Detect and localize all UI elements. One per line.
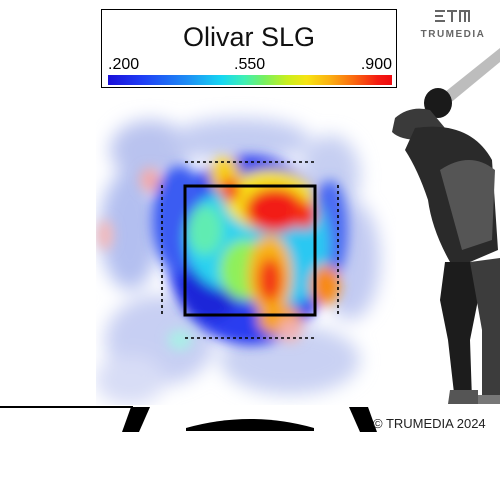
brand: TRUMEDIA: [418, 9, 488, 40]
heatmap-core-blobs: [97, 155, 348, 350]
legend: Olivar SLG .200 .550 .900: [101, 9, 397, 88]
heat-blob: [97, 220, 113, 250]
legend-tick-max: .900: [360, 56, 392, 73]
heat-blob: [168, 330, 192, 350]
copyright: © TRUMEDIA 2024: [373, 416, 486, 431]
home-plate-area: [0, 406, 377, 432]
heat-blob: [187, 205, 223, 255]
brand-name: TRUMEDIA: [420, 29, 486, 40]
heat-blob: [96, 355, 165, 405]
heat-blob: [220, 178, 240, 202]
chart-title: Olivar SLG: [182, 22, 316, 52]
heat-blob: [258, 258, 282, 302]
heat-blob: [245, 188, 305, 232]
heat-blob: [293, 201, 317, 229]
legend-tick-min: .200: [108, 56, 140, 73]
trumedia-logo: [435, 10, 470, 22]
heat-blob: [278, 318, 302, 342]
shadow-zone: [161, 161, 339, 339]
legend-colorbar: [108, 75, 392, 85]
legend-tick-mid: .550: [234, 56, 266, 73]
heat-blob: [310, 265, 340, 305]
batter-silhouette: [392, 48, 500, 404]
strike-zone: [183, 184, 317, 317]
heat-blob: [170, 118, 310, 162]
heatmap-layer: [96, 118, 380, 405]
heat-blob: [110, 120, 190, 180]
heat-blob: [100, 170, 160, 290]
heat-blob: [140, 168, 160, 192]
